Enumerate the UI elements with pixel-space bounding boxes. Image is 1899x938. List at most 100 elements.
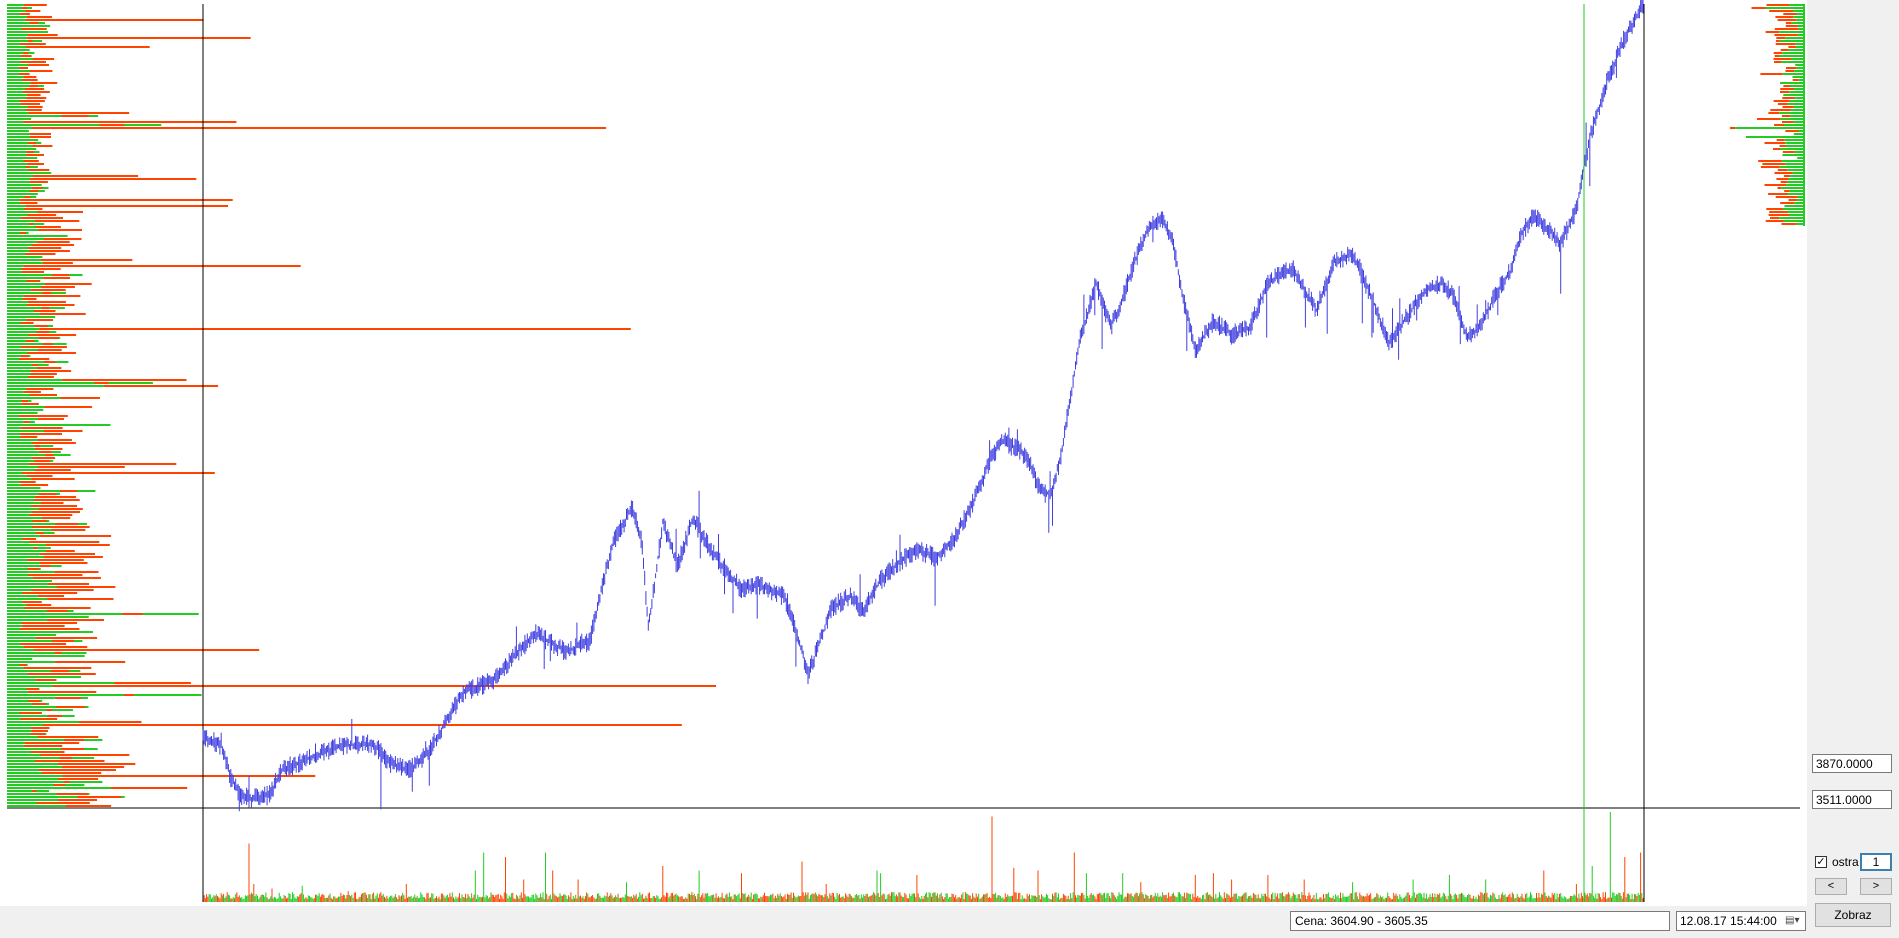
buy-volume-bar xyxy=(1735,127,1803,129)
sell-volume-bar xyxy=(19,100,45,102)
checkbox-check-icon[interactable]: ✓ xyxy=(1815,856,1827,868)
sell-volume-bar xyxy=(123,694,134,696)
sell-volume-bar xyxy=(21,268,61,270)
buy-volume-bar xyxy=(7,553,63,555)
profile-axis xyxy=(1803,4,1805,226)
buy-volume-bar xyxy=(7,337,61,339)
buy-volume-bar xyxy=(7,115,99,117)
sell-volume-bar xyxy=(56,586,116,588)
buy-volume-bar xyxy=(7,547,51,549)
sell-volume-bar xyxy=(27,142,37,144)
buy-volume-bar xyxy=(7,388,39,390)
sell-volume-bar xyxy=(62,766,125,768)
sell-volume-bar xyxy=(1757,118,1781,120)
sell-volume-bar xyxy=(28,169,50,171)
buy-volume-bar xyxy=(7,739,103,741)
buy-volume-bar xyxy=(7,67,28,69)
buy-volume-bar xyxy=(1787,211,1803,213)
sell-volume-bar xyxy=(27,352,76,354)
sell-volume-bar xyxy=(40,502,64,504)
buy-volume-bar xyxy=(7,34,42,36)
buy-volume-bar xyxy=(7,52,35,54)
buy-volume-bar xyxy=(7,130,29,132)
sell-volume-bar xyxy=(21,271,45,273)
buy-volume-bar xyxy=(7,442,48,444)
sell-volume-bar xyxy=(43,238,82,240)
prev-button[interactable]: < xyxy=(1815,878,1847,895)
scale-min-field[interactable]: 3511.0000 xyxy=(1812,790,1892,809)
buy-volume-bar xyxy=(7,235,68,237)
buy-volume-bar xyxy=(1792,76,1803,78)
sell-volume-bar xyxy=(34,499,80,501)
sell-volume-bar xyxy=(45,550,75,552)
buy-volume-bar xyxy=(7,217,31,219)
sell-volume-bar xyxy=(32,790,37,792)
buy-volume-bar xyxy=(7,208,36,210)
calendar-dropdown-icon[interactable]: ▤▾ xyxy=(1785,915,1800,926)
buy-volume-bar xyxy=(7,445,54,447)
sell-volume-bar xyxy=(1758,160,1782,162)
sell-volume-bar xyxy=(44,406,93,408)
buy-volume-bar xyxy=(7,805,105,807)
sell-volume-bar xyxy=(77,796,121,798)
sell-volume-bar xyxy=(35,496,76,498)
buy-volume-bar xyxy=(7,466,60,468)
buy-volume-bar xyxy=(7,88,38,90)
buy-volume-bar xyxy=(1796,19,1803,21)
buy-volume-bar xyxy=(7,76,36,78)
buy-volume-bar xyxy=(7,325,53,327)
sell-volume-bar xyxy=(29,133,51,135)
buy-volume-bar xyxy=(7,409,44,411)
buy-volume-bar xyxy=(7,661,88,663)
price-chart[interactable] xyxy=(0,0,1807,906)
buy-volume-bar xyxy=(7,433,29,435)
buy-volume-bar xyxy=(7,679,55,681)
buy-volume-bar xyxy=(1790,175,1803,177)
sell-volume-bar xyxy=(39,313,86,315)
sell-volume-bar xyxy=(28,64,49,66)
buy-volume-bar xyxy=(7,343,67,345)
sell-volume-bar xyxy=(29,22,39,24)
sell-volume-bar xyxy=(1768,112,1780,114)
sell-volume-bar xyxy=(23,646,88,648)
buy-volume-bar xyxy=(7,331,57,333)
sell-volume-bar xyxy=(52,640,74,642)
chart-area[interactable] xyxy=(0,0,1807,906)
buy-volume-bar xyxy=(7,574,42,576)
price-range-field[interactable]: Cena: 3604.90 - 3605.35 xyxy=(1290,911,1670,931)
show-button[interactable]: Zobraz xyxy=(1815,903,1891,927)
sell-volume-bar xyxy=(47,715,63,717)
sell-volume-bar xyxy=(1782,151,1795,153)
sell-volume-bar xyxy=(41,517,71,519)
buy-volume-bar xyxy=(1779,217,1803,219)
sell-volume-bar xyxy=(55,706,86,708)
buy-volume-bar xyxy=(7,40,43,42)
datetime-picker[interactable]: 12.08.17 15:44:00 ▤▾ xyxy=(1676,911,1806,931)
buy-volume-bar xyxy=(7,238,69,240)
buy-volume-bar xyxy=(7,742,37,744)
buy-volume-bar xyxy=(7,97,40,99)
buy-volume-bar xyxy=(1796,46,1803,48)
buy-volume-bar xyxy=(7,544,72,546)
sell-volume-bar xyxy=(46,610,68,612)
sell-volume-bar xyxy=(25,10,41,12)
buy-volume-bar xyxy=(7,460,54,462)
sell-volume-bar xyxy=(37,241,70,243)
buy-volume-bar xyxy=(7,787,181,789)
sell-volume-bar xyxy=(51,529,86,531)
sell-volume-bar xyxy=(51,670,69,672)
sell-volume-bar xyxy=(1776,37,1786,39)
sell-volume-bar xyxy=(31,457,56,459)
buy-volume-bar xyxy=(7,79,33,81)
sell-volume-bar xyxy=(31,505,78,507)
buy-volume-bar xyxy=(7,601,33,603)
sharp-value-field[interactable]: 1 xyxy=(1860,853,1892,871)
buy-volume-bar xyxy=(7,616,89,618)
next-button[interactable]: > xyxy=(1860,878,1892,895)
buy-volume-bar xyxy=(7,385,170,387)
sell-volume-bar xyxy=(43,262,73,264)
buy-volume-bar xyxy=(1781,61,1803,63)
scale-max-field[interactable]: 3870.0000 xyxy=(1812,754,1892,773)
sell-volume-bar xyxy=(27,214,57,216)
sharp-checkbox-row[interactable]: ✓ ostra xyxy=(1815,853,1859,871)
